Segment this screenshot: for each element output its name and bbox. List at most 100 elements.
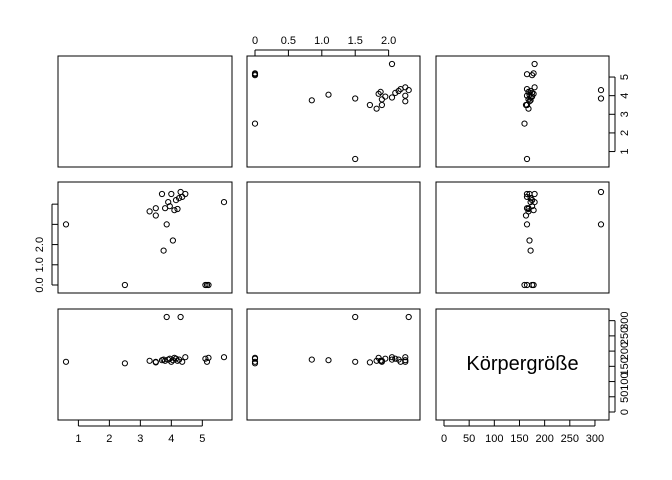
point-r2-c1-17 (405, 313, 412, 321)
point-r0-c1-3 (366, 101, 373, 109)
point-r1-c2-6 (527, 247, 534, 254)
point-r1-c2-16 (527, 195, 534, 202)
point-r1-c0-11 (168, 190, 175, 198)
point-r2-c0-17 (177, 313, 184, 321)
point-r0-c1-0 (352, 155, 359, 163)
point-r0-c2-16 (527, 87, 534, 95)
tick-label-right-top-1: 2 (619, 130, 631, 136)
tick-label-top-3: 1.5 (348, 35, 363, 47)
tick-label-top-2: 1.0 (314, 35, 329, 47)
tick-label-bottom-left-2: 3 (137, 433, 143, 445)
point-r2-c0-6 (160, 356, 167, 363)
point-r1-c0-0 (62, 221, 70, 228)
tick-label-bottom-right-2: 100 (485, 433, 503, 445)
point-r0-c1-14 (392, 89, 399, 97)
point-r1-c0-5 (158, 190, 166, 198)
tick-label-bottom-right-3: 150 (510, 433, 528, 445)
point-r1-c0-13 (171, 207, 178, 214)
point-r0-c1-9 (388, 94, 396, 101)
point-r0-c1-22 (251, 70, 259, 77)
point-r0-c1-7 (378, 96, 385, 103)
point-r2-c1-22 (251, 354, 259, 361)
tick-label-bottom-left-4: 5 (199, 433, 205, 445)
point-r1-c2-3 (522, 212, 530, 219)
tick-label-right-bottom-0: 0 (619, 409, 631, 415)
tick-label-right-bottom-6: 300 (619, 311, 631, 329)
point-r0-c1-10 (382, 93, 389, 100)
point-r0-c1-13 (375, 90, 382, 97)
point-r0-c2-23 (531, 60, 538, 68)
tick-label-right-bottom-5: 250 (619, 327, 631, 345)
tick-label-right-bottom-4: 200 (619, 342, 631, 360)
tick-label-right-top-0: 1 (619, 148, 631, 154)
point-r1-c2-17 (597, 188, 605, 196)
point-r0-c1-8 (352, 95, 359, 102)
tick-label-left-middle-1: 1.0 (34, 257, 46, 272)
point-r0-c1-16 (395, 87, 402, 95)
point-r1-c0-4 (152, 205, 159, 212)
point-r2-c1-18 (397, 358, 404, 365)
point-r0-c1-4 (378, 101, 385, 109)
point-r2-c0-19 (182, 354, 189, 361)
point-r2-c0-8 (163, 313, 170, 321)
point-r2-c1-8 (352, 313, 359, 321)
tick-label-top-0: 0 (252, 35, 258, 47)
point-r2-c0-23 (220, 354, 228, 361)
panel-frame-r1-c2 (435, 181, 610, 294)
point-r0-c2-18 (523, 86, 531, 93)
point-r0-c1-1 (251, 120, 259, 127)
tick-label-right-top-3: 4 (619, 93, 631, 99)
point-r2-c0-2 (146, 357, 153, 364)
point-r1-c0-2 (146, 208, 153, 215)
point-r2-c0-0 (62, 358, 70, 365)
point-r1-c0-18 (179, 193, 186, 200)
panel-frame-r1-c1 (246, 181, 421, 294)
panel-frames (57, 55, 610, 421)
point-r1-c2-23 (531, 199, 538, 206)
point-r2-c1-6 (308, 356, 315, 363)
point-r1-c2-0 (523, 221, 531, 228)
point-r1-c2-22 (530, 281, 537, 289)
point-r1-c2-19 (531, 190, 538, 198)
tick-label-right-top-4: 5 (619, 74, 631, 80)
point-r1-c0-23 (220, 199, 228, 206)
point-r1-c0-22 (205, 281, 212, 289)
point-r2-c0-18 (179, 358, 186, 365)
panel-frame-r2-c1 (246, 308, 421, 421)
tick-label-bottom-right-6: 300 (586, 433, 604, 445)
points (62, 60, 605, 367)
tick-label-left-middle-0: 0.0 (34, 277, 46, 292)
point-r2-c1-21 (251, 358, 259, 365)
tick-label-left-middle-2: 2.0 (34, 237, 46, 252)
point-r2-c0-22 (205, 354, 212, 361)
tick-label-bottom-left-1: 2 (106, 433, 112, 445)
tick-label-right-bottom-3: 150 (619, 357, 631, 375)
panel-frame-r0-c1 (246, 55, 421, 168)
tick-label-bottom-right-5: 250 (561, 433, 579, 445)
point-r1-c2-11 (523, 190, 531, 198)
tick-label-top-4: 2.0 (381, 35, 396, 47)
point-r1-c0-14 (172, 197, 180, 204)
point-r0-c2-0 (523, 155, 531, 163)
panel-frame-r0-c0 (57, 55, 233, 168)
point-r0-c1-23 (388, 60, 396, 68)
diagonal-label-koerpergroesse: Körpergröße (466, 353, 578, 375)
point-r0-c1-6 (308, 97, 315, 104)
point-r0-c2-22 (530, 70, 537, 77)
point-r2-c0-21 (203, 358, 211, 365)
point-r2-c1-14 (392, 355, 399, 362)
point-r1-c0-3 (152, 212, 159, 219)
point-r0-c2-8 (597, 95, 605, 102)
point-r2-c0-11 (168, 358, 175, 365)
tick-label-bottom-right-1: 50 (463, 433, 475, 445)
point-r1-c0-8 (163, 221, 170, 228)
point-r1-c0-19 (182, 190, 189, 198)
point-r2-c1-11 (402, 358, 409, 365)
point-r0-c1-5 (402, 98, 409, 105)
point-r0-c1-2 (373, 105, 380, 112)
tick-label-bottom-right-0: 0 (441, 433, 447, 445)
tick-label-top-1: 0.5 (281, 35, 296, 47)
panel-frame-r2-c2 (435, 308, 610, 421)
point-r2-c1-0 (352, 358, 359, 365)
